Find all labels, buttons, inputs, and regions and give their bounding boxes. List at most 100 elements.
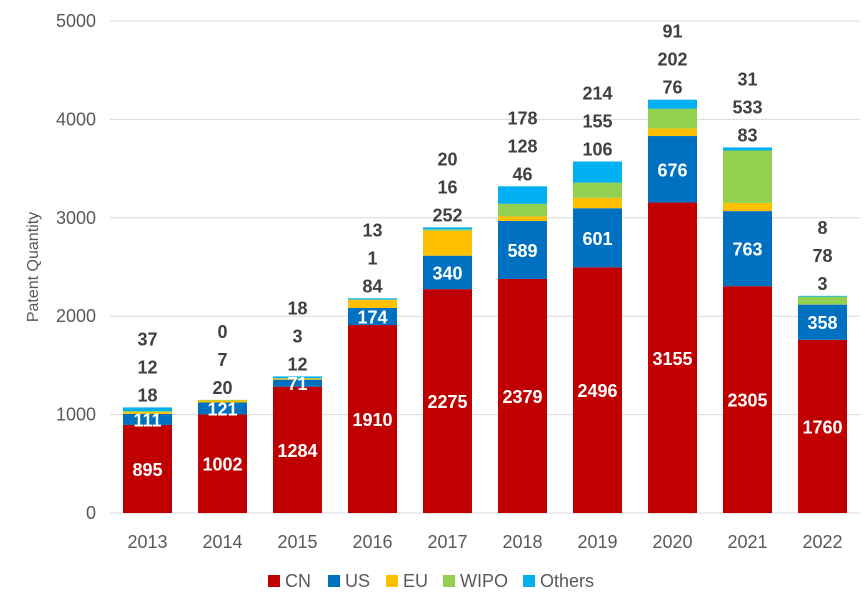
data-labels: 8951111812371002121207012847112318191017… [132, 22, 842, 480]
bar-us-2018[interactable] [498, 220, 547, 279]
legend: CN US EU WIPO Others [268, 571, 594, 591]
bar-wipo-2014[interactable] [198, 399, 247, 401]
bar-us-2013[interactable] [123, 414, 172, 425]
data-label-others: 178 [507, 108, 537, 128]
data-label-others: 31 [737, 69, 757, 89]
bar-eu-2019[interactable] [573, 197, 622, 209]
bar-others-2013[interactable] [123, 407, 172, 412]
x-tick-label: 2017 [427, 532, 467, 552]
bar-eu-2021[interactable] [723, 202, 772, 212]
data-label-others: 8 [817, 218, 827, 238]
data-label-us: 358 [807, 313, 837, 333]
data-label-eu: 252 [432, 205, 462, 225]
bar-wipo-2022[interactable] [798, 296, 847, 305]
data-label-eu: 84 [362, 276, 382, 296]
bar-us-2019[interactable] [573, 208, 622, 268]
legend-label-cn: CN [285, 571, 311, 591]
data-label-cn: 1284 [277, 441, 317, 461]
bar-wipo-2013[interactable] [123, 411, 172, 413]
data-label-eu: 18 [137, 385, 157, 405]
bar-cn-2021[interactable] [723, 286, 772, 513]
data-label-us: 174 [357, 307, 387, 327]
data-label-cn: 2379 [502, 387, 542, 407]
data-label-cn: 1002 [202, 455, 242, 475]
bar-cn-2017[interactable] [423, 289, 472, 513]
bar-wipo-2017[interactable] [423, 229, 472, 231]
bar-others-2022[interactable] [798, 295, 847, 297]
data-label-us: 676 [657, 160, 687, 180]
bar-wipo-2018[interactable] [498, 203, 547, 217]
x-tick-label: 2015 [277, 532, 317, 552]
x-tick-label: 2021 [727, 532, 767, 552]
x-tick-label: 2014 [202, 532, 242, 552]
y-tick-label: 2000 [56, 306, 96, 326]
data-label-wipo: 155 [582, 112, 612, 132]
bar-cn-2022[interactable] [798, 339, 847, 513]
data-label-others: 18 [287, 298, 307, 318]
y-tick-label: 1000 [56, 405, 96, 425]
data-label-us: 121 [207, 399, 237, 419]
data-label-cn: 895 [132, 460, 162, 480]
bar-eu-2017[interactable] [423, 230, 472, 256]
data-label-us: 71 [287, 374, 307, 394]
data-label-us: 589 [507, 241, 537, 261]
bar-others-2019[interactable] [573, 161, 622, 183]
data-label-eu: 12 [287, 354, 307, 374]
bar-others-2017[interactable] [423, 227, 472, 230]
data-label-wipo: 78 [812, 246, 832, 266]
y-axis: 0 1000 2000 3000 4000 5000 [56, 11, 96, 523]
legend-label-us: US [345, 571, 370, 591]
legend-swatch-us [328, 575, 340, 587]
data-label-us: 111 [133, 410, 161, 430]
x-tick-label: 2013 [127, 532, 167, 552]
bar-us-2021[interactable] [723, 211, 772, 287]
bar-others-2016[interactable] [348, 298, 397, 300]
y-axis-label: Patent Quantity [25, 212, 42, 322]
bar-cn-2015[interactable] [273, 386, 322, 513]
data-label-wipo: 1 [367, 248, 377, 268]
bar-us-2016[interactable] [348, 307, 397, 326]
x-axis: 2013 2014 2015 2016 2017 2018 2019 2020 2021 2022 [127, 532, 842, 552]
bar-wipo-2021[interactable] [723, 150, 772, 203]
data-label-others: 13 [362, 220, 382, 240]
bar-cn-2013[interactable] [123, 424, 172, 513]
bar-cn-2020[interactable] [648, 202, 697, 513]
bar-us-2014[interactable] [198, 402, 247, 415]
data-label-wipo: 16 [437, 177, 457, 197]
bar-eu-2014[interactable] [198, 400, 247, 403]
data-label-wipo: 533 [732, 97, 762, 117]
x-tick-label: 2019 [577, 532, 617, 552]
bar-others-2015[interactable] [273, 376, 322, 379]
bar-cn-2019[interactable] [573, 267, 622, 513]
bar-us-2022[interactable] [798, 304, 847, 340]
bar-cn-2014[interactable] [198, 414, 247, 513]
data-label-cn: 2496 [577, 381, 617, 401]
bar-us-2017[interactable] [423, 255, 472, 290]
x-tick-label: 2020 [652, 532, 692, 552]
data-label-eu: 83 [737, 125, 757, 145]
bar-wipo-2020[interactable] [648, 108, 697, 129]
y-tick-label: 5000 [56, 11, 96, 31]
bar-wipo-2019[interactable] [573, 182, 622, 198]
bar-eu-2015[interactable] [273, 378, 322, 380]
data-label-us: 340 [432, 263, 462, 283]
bars [123, 99, 847, 513]
bar-eu-2020[interactable] [648, 128, 697, 137]
bar-others-2018[interactable] [498, 186, 547, 204]
bar-us-2015[interactable] [273, 379, 322, 387]
bar-cn-2018[interactable] [498, 278, 547, 513]
bar-others-2020[interactable] [648, 99, 697, 109]
x-tick-label: 2016 [352, 532, 392, 552]
y-tick-label: 0 [86, 503, 96, 523]
bar-eu-2013[interactable] [123, 412, 172, 415]
bar-eu-2016[interactable] [348, 299, 397, 308]
bar-us-2020[interactable] [648, 136, 697, 203]
legend-label-eu: EU [403, 571, 428, 591]
bar-cn-2016[interactable] [348, 325, 397, 513]
data-label-cn: 1760 [802, 417, 842, 437]
data-label-wipo: 128 [507, 136, 537, 156]
bar-others-2021[interactable] [723, 147, 772, 151]
data-label-cn: 2275 [427, 392, 467, 412]
bar-eu-2018[interactable] [498, 216, 547, 221]
